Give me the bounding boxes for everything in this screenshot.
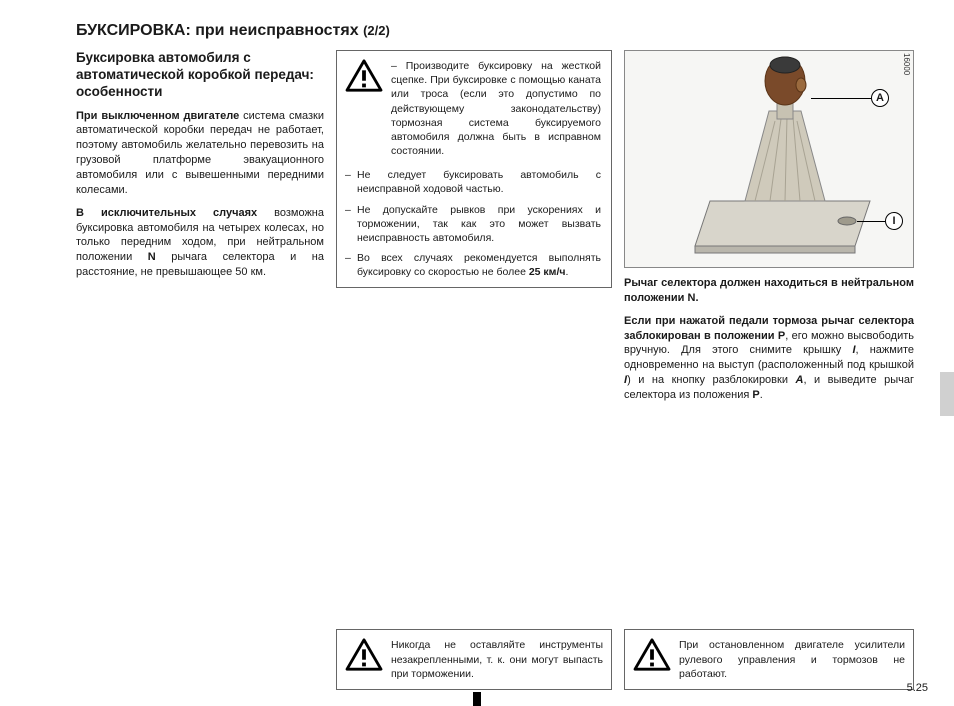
- column-right: 16000: [624, 50, 914, 690]
- warn-steering-text: При остановленном двигателе усилители ру…: [679, 638, 905, 681]
- right-caption-bold: Рычаг селектора должен находиться в нейт…: [624, 277, 914, 304]
- page-title: БУКСИРОВКА: при неисправностях (2/2): [76, 22, 928, 40]
- right-p: Если при нажатой педали тормоза рычаг се…: [624, 314, 914, 403]
- left-p1: При выключенном двигателе система смазки…: [76, 109, 324, 198]
- warn1-first-wrapper: – Производите буксировку на жесткой сцеп…: [391, 59, 601, 158]
- callout-a: A: [871, 89, 889, 107]
- warn1-item: Не допускайте рывков при ускорениях и то…: [345, 203, 601, 246]
- left-p1-bold: При выключенном двигателе: [76, 110, 239, 122]
- bottom-mark: [473, 692, 481, 706]
- column-left: Буксировка автомобиля с автоматической к…: [76, 50, 324, 690]
- right-caption: Рычаг селектора должен находиться в нейт…: [624, 276, 914, 306]
- left-p2-bold2: N: [148, 251, 156, 263]
- column-middle: – Производите буксировку на жесткой сцеп…: [336, 50, 612, 690]
- warn1-item-text: Во всех случаях рекомендуется выполнять …: [357, 252, 601, 278]
- warn1-item: Не следует буксировать автомобиль с неис…: [345, 168, 601, 196]
- callout-i: I: [885, 212, 903, 230]
- warn1-first: Производите буксировку на жесткой сцепке…: [391, 60, 601, 157]
- title-main: БУКСИРОВКА: при неисправностях: [76, 22, 359, 39]
- side-tab: [940, 372, 954, 416]
- section-heading: Буксировка автомобиля с автоматической к…: [76, 50, 324, 101]
- left-p1-rest: система смазки автоматической коробки пе…: [76, 110, 324, 196]
- warning-icon: [633, 638, 671, 672]
- callout-line: [811, 98, 871, 99]
- warn1-item: Во всех случаях рекомендуется выполнять …: [345, 251, 601, 279]
- page-number: 5.25: [907, 682, 928, 694]
- illustration-ref: 16000: [902, 53, 911, 75]
- left-p2-bold: В исключительных случаях: [76, 207, 257, 219]
- columns: Буксировка автомобиля с автоматической к…: [76, 50, 928, 690]
- callout-line: [857, 221, 885, 222]
- warn1-list: Не следует буксировать автомобиль с неис…: [345, 162, 601, 279]
- warning-box-steering: При остановленном двигателе усилители ру…: [624, 629, 914, 690]
- warning-icon: [345, 59, 383, 93]
- warning-box-tools: Никогда не оставляйте инструменты незакр…: [336, 629, 612, 690]
- gear-selector-illustration: 16000: [624, 50, 914, 268]
- warn2-text: Никогда не оставляйте инструменты незакр…: [391, 638, 603, 681]
- title-sub: (2/2): [363, 23, 390, 38]
- left-p2: В исключительных случаях возможна буксир…: [76, 206, 324, 280]
- warning-icon: [345, 638, 383, 672]
- warning-box-main: – Производите буксировку на жесткой сцеп…: [336, 50, 612, 288]
